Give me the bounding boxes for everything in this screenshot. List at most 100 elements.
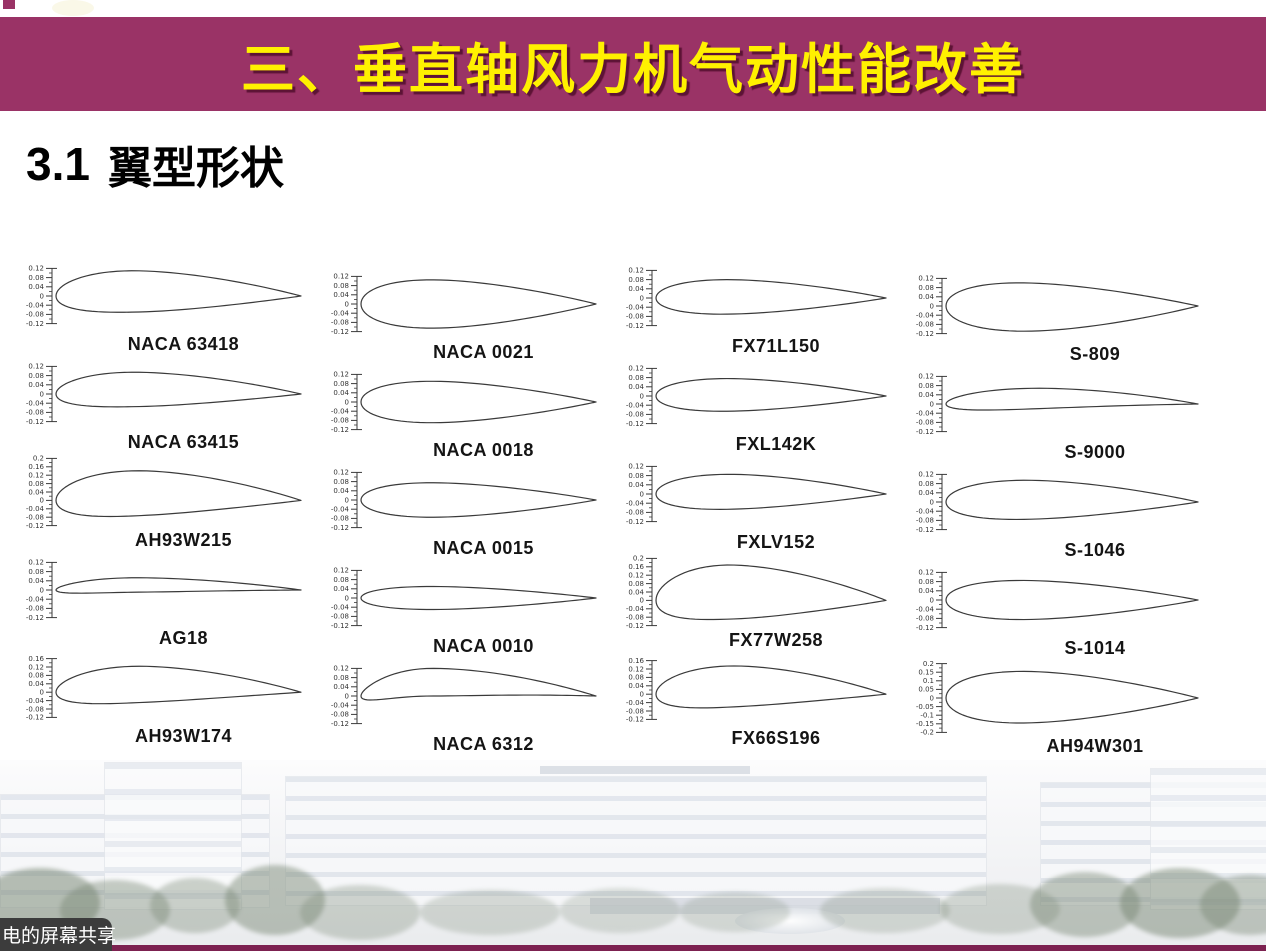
svg-text:-0.04: -0.04 <box>26 596 45 604</box>
svg-text:-0.04: -0.04 <box>331 604 350 612</box>
svg-text:-0.08: -0.08 <box>626 614 644 622</box>
svg-text:0.04: 0.04 <box>28 577 44 585</box>
svg-text:-0.12: -0.12 <box>626 420 644 428</box>
svg-text:0.2: 0.2 <box>923 660 934 668</box>
svg-text:-0.04: -0.04 <box>916 410 935 418</box>
svg-text:0.04: 0.04 <box>333 291 349 299</box>
airfoil-label: AH93W215 <box>134 530 233 550</box>
airfoil-label: S-1046 <box>1064 540 1126 560</box>
svg-text:0: 0 <box>40 689 44 697</box>
svg-text:0.12: 0.12 <box>628 463 644 471</box>
building-roof-sign <box>540 766 750 774</box>
svg-text:-0.12: -0.12 <box>916 428 934 436</box>
svg-text:-0.08: -0.08 <box>916 419 934 427</box>
svg-text:0.12: 0.12 <box>918 569 934 577</box>
svg-text:0.2: 0.2 <box>633 555 644 563</box>
airfoil-cell-fx77w258: 0.2 0.16 0.12 0.08 0.04 0 -0.04 -0.08 -0.12 FX77W… <box>622 550 912 650</box>
airfoil-cell-s-1046: 0.12 0.08 0.04 0 -0.04 -0.08 -0.12 S-1046 <box>912 460 1260 560</box>
svg-text:0.04: 0.04 <box>28 283 44 291</box>
airfoil-label: FX66S196 <box>731 728 821 748</box>
svg-text:-0.12: -0.12 <box>26 320 44 328</box>
svg-text:-0.08: -0.08 <box>26 605 44 613</box>
svg-text:-0.08: -0.08 <box>26 409 44 417</box>
svg-text:0.08: 0.08 <box>28 372 44 380</box>
svg-text:0.04: 0.04 <box>628 588 644 596</box>
tree <box>300 885 420 940</box>
slide-title: 三、垂直轴风力机气动性能改善 <box>241 39 1025 100</box>
svg-text:0: 0 <box>40 292 44 300</box>
svg-text:-0.12: -0.12 <box>916 526 934 534</box>
svg-text:-0.04: -0.04 <box>626 605 645 613</box>
svg-text:-0.04: -0.04 <box>626 402 645 410</box>
airfoil-label: NACA 63415 <box>127 432 240 452</box>
svg-text:-0.12: -0.12 <box>26 418 44 426</box>
airfoil-label: AG18 <box>158 628 209 648</box>
airfoil-cell-naca-0010: 0.12 0.08 0.04 0 -0.04 -0.08 -0.12 NACA 0010 <box>327 556 622 656</box>
svg-text:0.04: 0.04 <box>628 383 644 391</box>
svg-text:-0.04: -0.04 <box>626 304 645 312</box>
svg-text:-0.12: -0.12 <box>26 714 44 722</box>
svg-text:0.04: 0.04 <box>918 293 934 301</box>
svg-text:-0.08: -0.08 <box>331 515 349 523</box>
svg-text:0.12: 0.12 <box>333 371 349 379</box>
svg-text:0.08: 0.08 <box>333 674 349 682</box>
airfoil-label: NACA 0021 <box>433 342 534 362</box>
airfoil-grid: 0.12 0.08 0.04 0 -0.04 -0.08 -0.12 NACA 63418 0.… <box>22 254 1260 756</box>
tree <box>560 888 680 933</box>
svg-text:0.12: 0.12 <box>918 471 934 479</box>
svg-text:0.12: 0.12 <box>333 273 349 281</box>
svg-text:-0.12: -0.12 <box>26 614 44 622</box>
svg-text:0.12: 0.12 <box>333 665 349 673</box>
airfoil-cell-naca-63415: 0.12 0.08 0.04 0 -0.04 -0.08 -0.12 NACA 63415 <box>22 352 327 452</box>
svg-text:0: 0 <box>640 294 644 302</box>
building-left-tower <box>104 762 242 910</box>
svg-text:0: 0 <box>640 392 644 400</box>
svg-text:0.08: 0.08 <box>918 382 934 390</box>
tree <box>680 892 790 932</box>
airfoil-cell-naca-0021: 0.12 0.08 0.04 0 -0.04 -0.08 -0.12 NACA 0021 <box>327 262 622 362</box>
svg-text:0.08: 0.08 <box>628 580 644 588</box>
airfoil-label: NACA 0018 <box>433 440 534 460</box>
svg-text:-0.12: -0.12 <box>331 524 349 532</box>
svg-text:-0.08: -0.08 <box>626 707 644 715</box>
svg-text:-0.08: -0.08 <box>26 705 44 713</box>
svg-text:-0.04: -0.04 <box>331 506 350 514</box>
airfoil-label: FXL142K <box>735 434 817 454</box>
airfoil-cell-s-9000: 0.12 0.08 0.04 0 -0.04 -0.08 -0.12 S-9000 <box>912 362 1260 462</box>
svg-text:0.04: 0.04 <box>28 680 44 688</box>
svg-text:-0.12: -0.12 <box>626 518 644 526</box>
svg-text:0.08: 0.08 <box>28 568 44 576</box>
svg-text:0.12: 0.12 <box>28 363 44 371</box>
screen-share-label: 电的屏幕共享 <box>2 926 117 947</box>
svg-text:0.04: 0.04 <box>333 683 349 691</box>
svg-text:-0.04: -0.04 <box>331 702 350 710</box>
svg-text:0.04: 0.04 <box>333 487 349 495</box>
airfoil-cell-ah93w174: 0.16 0.12 0.08 0.04 0 -0.04 -0.08 -0.12 AH93W174 <box>22 646 327 746</box>
airfoil-cell-ah94w301: 0.2 0.15 0.1 0.05 0 -0.05 -0.1 -0.15 -0.2 AH94W30… <box>912 656 1260 756</box>
svg-text:0.08: 0.08 <box>28 672 44 680</box>
svg-text:0.04: 0.04 <box>28 488 44 496</box>
svg-text:-0.04: -0.04 <box>626 699 645 707</box>
section-heading: 3.1 翼型形状 <box>26 128 284 200</box>
airfoil-cell-fx66s196: 0.16 0.12 0.08 0.04 0 -0.04 -0.08 -0.12 FX66S196 <box>622 648 912 748</box>
svg-text:-0.08: -0.08 <box>626 509 644 517</box>
tree <box>1120 868 1240 938</box>
svg-text:0.04: 0.04 <box>333 389 349 397</box>
svg-text:0.04: 0.04 <box>628 481 644 489</box>
screen-share-overlay[interactable]: 电的屏幕共享 <box>0 918 116 951</box>
svg-text:0.16: 0.16 <box>628 563 644 571</box>
svg-text:-0.12: -0.12 <box>331 426 349 434</box>
svg-text:0.12: 0.12 <box>28 559 44 567</box>
svg-text:0: 0 <box>40 390 44 398</box>
svg-text:-0.04: -0.04 <box>916 312 935 320</box>
svg-text:-0.12: -0.12 <box>26 522 44 530</box>
svg-text:-0.08: -0.08 <box>626 313 644 321</box>
slide-title-banner: 三、垂直轴风力机气动性能改善 <box>0 17 1266 111</box>
svg-text:0.12: 0.12 <box>28 472 44 480</box>
airfoil-cell-fxlv152: 0.12 0.08 0.04 0 -0.04 -0.08 -0.12 FXLV152 <box>622 452 912 552</box>
airfoil-label: FX77W258 <box>728 630 824 650</box>
building-entrance <box>590 898 940 914</box>
airfoil-cell-fx71l150: 0.12 0.08 0.04 0 -0.04 -0.08 -0.12 FX71L150 <box>622 256 912 356</box>
svg-text:-0.08: -0.08 <box>331 319 349 327</box>
svg-text:0.08: 0.08 <box>918 480 934 488</box>
